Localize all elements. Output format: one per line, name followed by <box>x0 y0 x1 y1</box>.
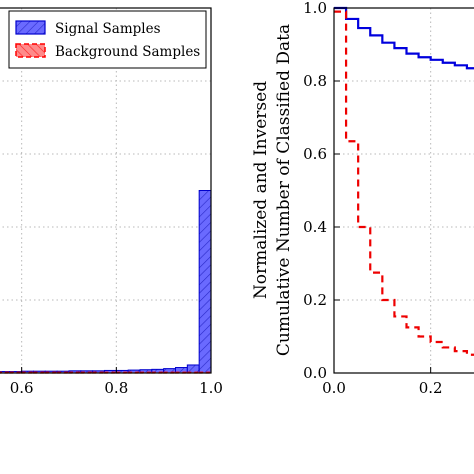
cumulative-grid <box>334 8 474 373</box>
histogram-x-tick-label-2: 1.0 <box>199 379 223 397</box>
legend-label-signal: Signal Samples <box>55 21 161 37</box>
histogram-bars <box>0 190 212 374</box>
cumulative-lines <box>334 6 474 356</box>
cumulative-ticks: 0.0 0.2 0.0 0.2 0.4 0.6 0.8 1.0 <box>303 0 442 397</box>
legend-swatch-signal <box>15 20 46 35</box>
legend-label-background: Background Samples <box>55 44 200 60</box>
cumulative-y-label-line2: Cumulative Number of Classified Data <box>274 24 294 356</box>
cumulative-y-tick-label-0: 0.0 <box>303 364 327 382</box>
signal-cumulative-line <box>334 6 474 70</box>
cumulative-axes-frame <box>333 7 474 374</box>
cumulative-y-tick-label-5: 1.0 <box>303 0 327 17</box>
histogram-axes-frame <box>0 7 212 374</box>
histogram-x-ticks: 0.6 0.8 1.0 <box>10 367 223 397</box>
signal-bar-17 <box>198 190 212 374</box>
background-cumulative-line <box>334 10 474 356</box>
cumulative-panel: 0.0 0.2 0.0 0.2 0.4 0.6 0.8 1.0 Normalized and … <box>251 0 474 397</box>
cumulative-y-label-line1: Normalized and Inversed <box>251 81 271 299</box>
histogram-legend: Signal Samples Background Samples <box>8 10 207 69</box>
cumulative-x-tick-label-0: 0.0 <box>322 379 346 397</box>
histogram-panel: 0.6 0.8 1.0 Signal Samples Background Samp… <box>0 7 223 397</box>
cumulative-x-tick-label-1: 0.2 <box>419 379 443 397</box>
histogram-x-tick-label-0: 0.6 <box>10 379 34 397</box>
cumulative-y-tick-label-4: 0.8 <box>303 72 327 90</box>
cumulative-y-tick-label-2: 0.4 <box>303 218 327 236</box>
legend-swatch-background <box>15 43 46 58</box>
cumulative-y-tick-label-3: 0.6 <box>303 145 327 163</box>
cumulative-y-tick-label-1: 0.2 <box>303 291 327 309</box>
histogram-x-tick-label-1: 0.8 <box>104 379 128 397</box>
